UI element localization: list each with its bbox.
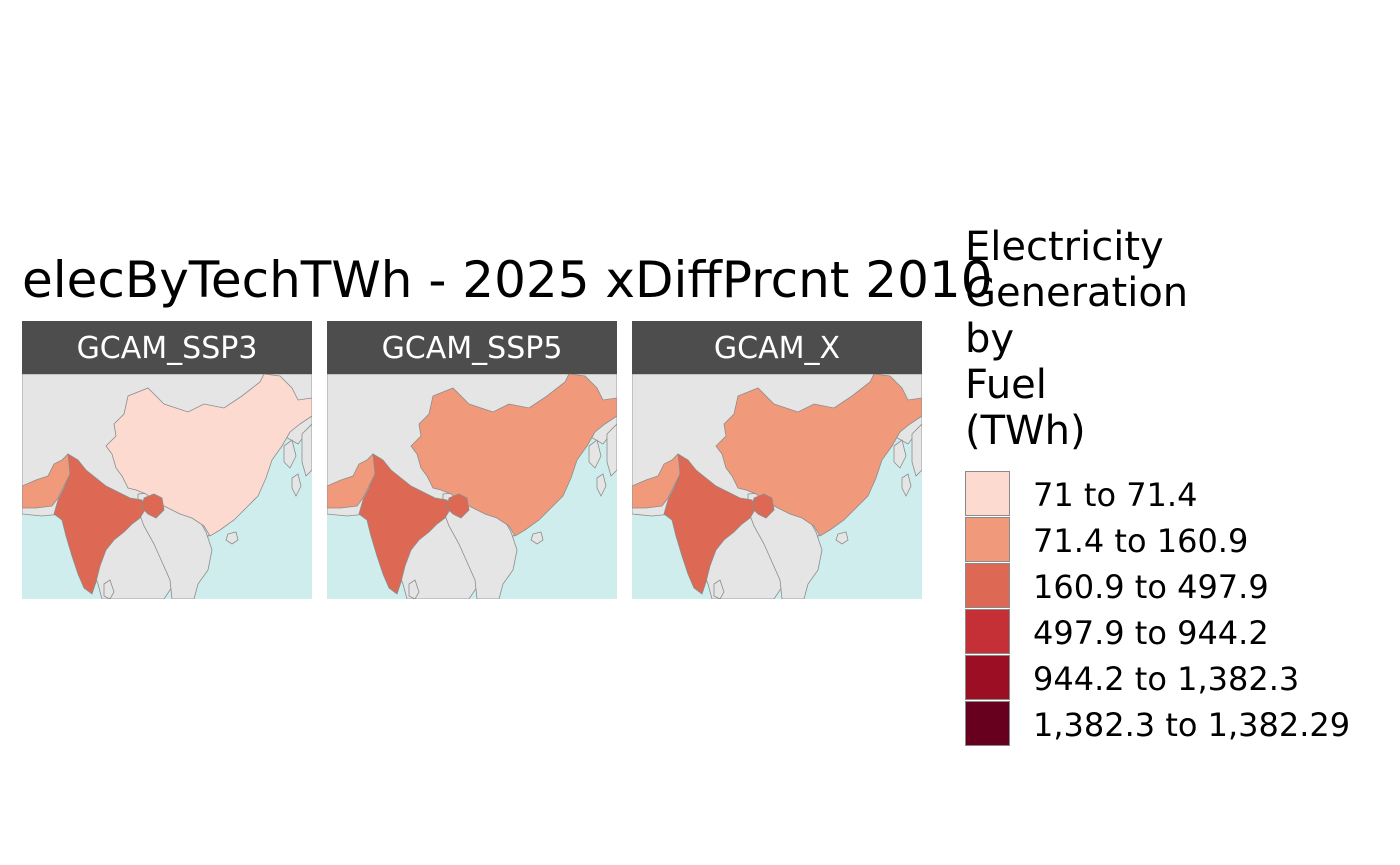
region-india bbox=[358, 453, 452, 595]
land-region-korea bbox=[283, 439, 297, 469]
legend-label: 1,382.3 to 1,382.29 bbox=[1033, 706, 1351, 744]
legend-swatch bbox=[965, 609, 1010, 654]
facet-panel-2: GCAM_SSP5 bbox=[327, 321, 617, 599]
legend-label: 497.9 to 944.2 bbox=[1033, 614, 1269, 652]
legend-title-line: by bbox=[965, 316, 1015, 362]
legend-label: 160.9 to 497.9 bbox=[1033, 568, 1269, 606]
facet-strip-label: GCAM_SSP3 bbox=[22, 321, 312, 374]
region-map bbox=[327, 374, 617, 599]
region-india bbox=[53, 453, 147, 595]
facet-map bbox=[327, 374, 617, 599]
land-region-japan bbox=[911, 423, 922, 477]
land-region-korea bbox=[588, 439, 602, 469]
land-region-taiwan bbox=[596, 473, 607, 497]
land-region-korea bbox=[893, 439, 907, 469]
land-region-sri-lanka bbox=[103, 579, 115, 599]
land-region-taiwan bbox=[291, 473, 302, 497]
legend-title-line: Fuel bbox=[965, 362, 1047, 408]
legend-title-line: Generation bbox=[965, 270, 1189, 316]
land-region-hainan bbox=[225, 531, 239, 545]
legend-label: 944.2 to 1,382.3 bbox=[1033, 660, 1300, 698]
legend-title-line: (TWh) bbox=[965, 408, 1086, 454]
region-bangladesh bbox=[446, 493, 470, 519]
legend-title: Electricity Generation by Fuel (TWh) bbox=[965, 224, 1188, 454]
facet-strip-label: GCAM_X bbox=[632, 321, 922, 374]
land-region-japan bbox=[301, 423, 312, 477]
region-bangladesh bbox=[141, 493, 165, 519]
legend-title-line: Electricity bbox=[965, 224, 1164, 270]
facet-map bbox=[632, 374, 922, 599]
legend-swatch bbox=[965, 517, 1010, 562]
land-region-sri-lanka bbox=[408, 579, 420, 599]
facet-strip-label: GCAM_SSP5 bbox=[327, 321, 617, 374]
land-region-sri-lanka bbox=[713, 579, 725, 599]
facet-map bbox=[22, 374, 312, 599]
legend-label: 71.4 to 160.9 bbox=[1033, 522, 1249, 560]
legend-swatch bbox=[965, 471, 1010, 516]
legend-label: 71 to 71.4 bbox=[1033, 476, 1198, 514]
land-region-taiwan bbox=[901, 473, 912, 497]
facet-panel-3: GCAM_X bbox=[632, 321, 922, 599]
legend-swatch bbox=[965, 655, 1010, 700]
region-map bbox=[632, 374, 922, 599]
region-india bbox=[663, 453, 757, 595]
legend-swatch bbox=[965, 701, 1010, 746]
region-bangladesh bbox=[751, 493, 775, 519]
legend-swatch bbox=[965, 563, 1010, 608]
land-region-hainan bbox=[835, 531, 849, 545]
map-title: elecByTechTWh - 2025 xDiffPrcnt 2010 bbox=[22, 251, 993, 309]
land-region-japan bbox=[606, 423, 617, 477]
region-map bbox=[22, 374, 312, 599]
facet-panel-1: GCAM_SSP3 bbox=[22, 321, 312, 599]
land-region-hainan bbox=[530, 531, 544, 545]
